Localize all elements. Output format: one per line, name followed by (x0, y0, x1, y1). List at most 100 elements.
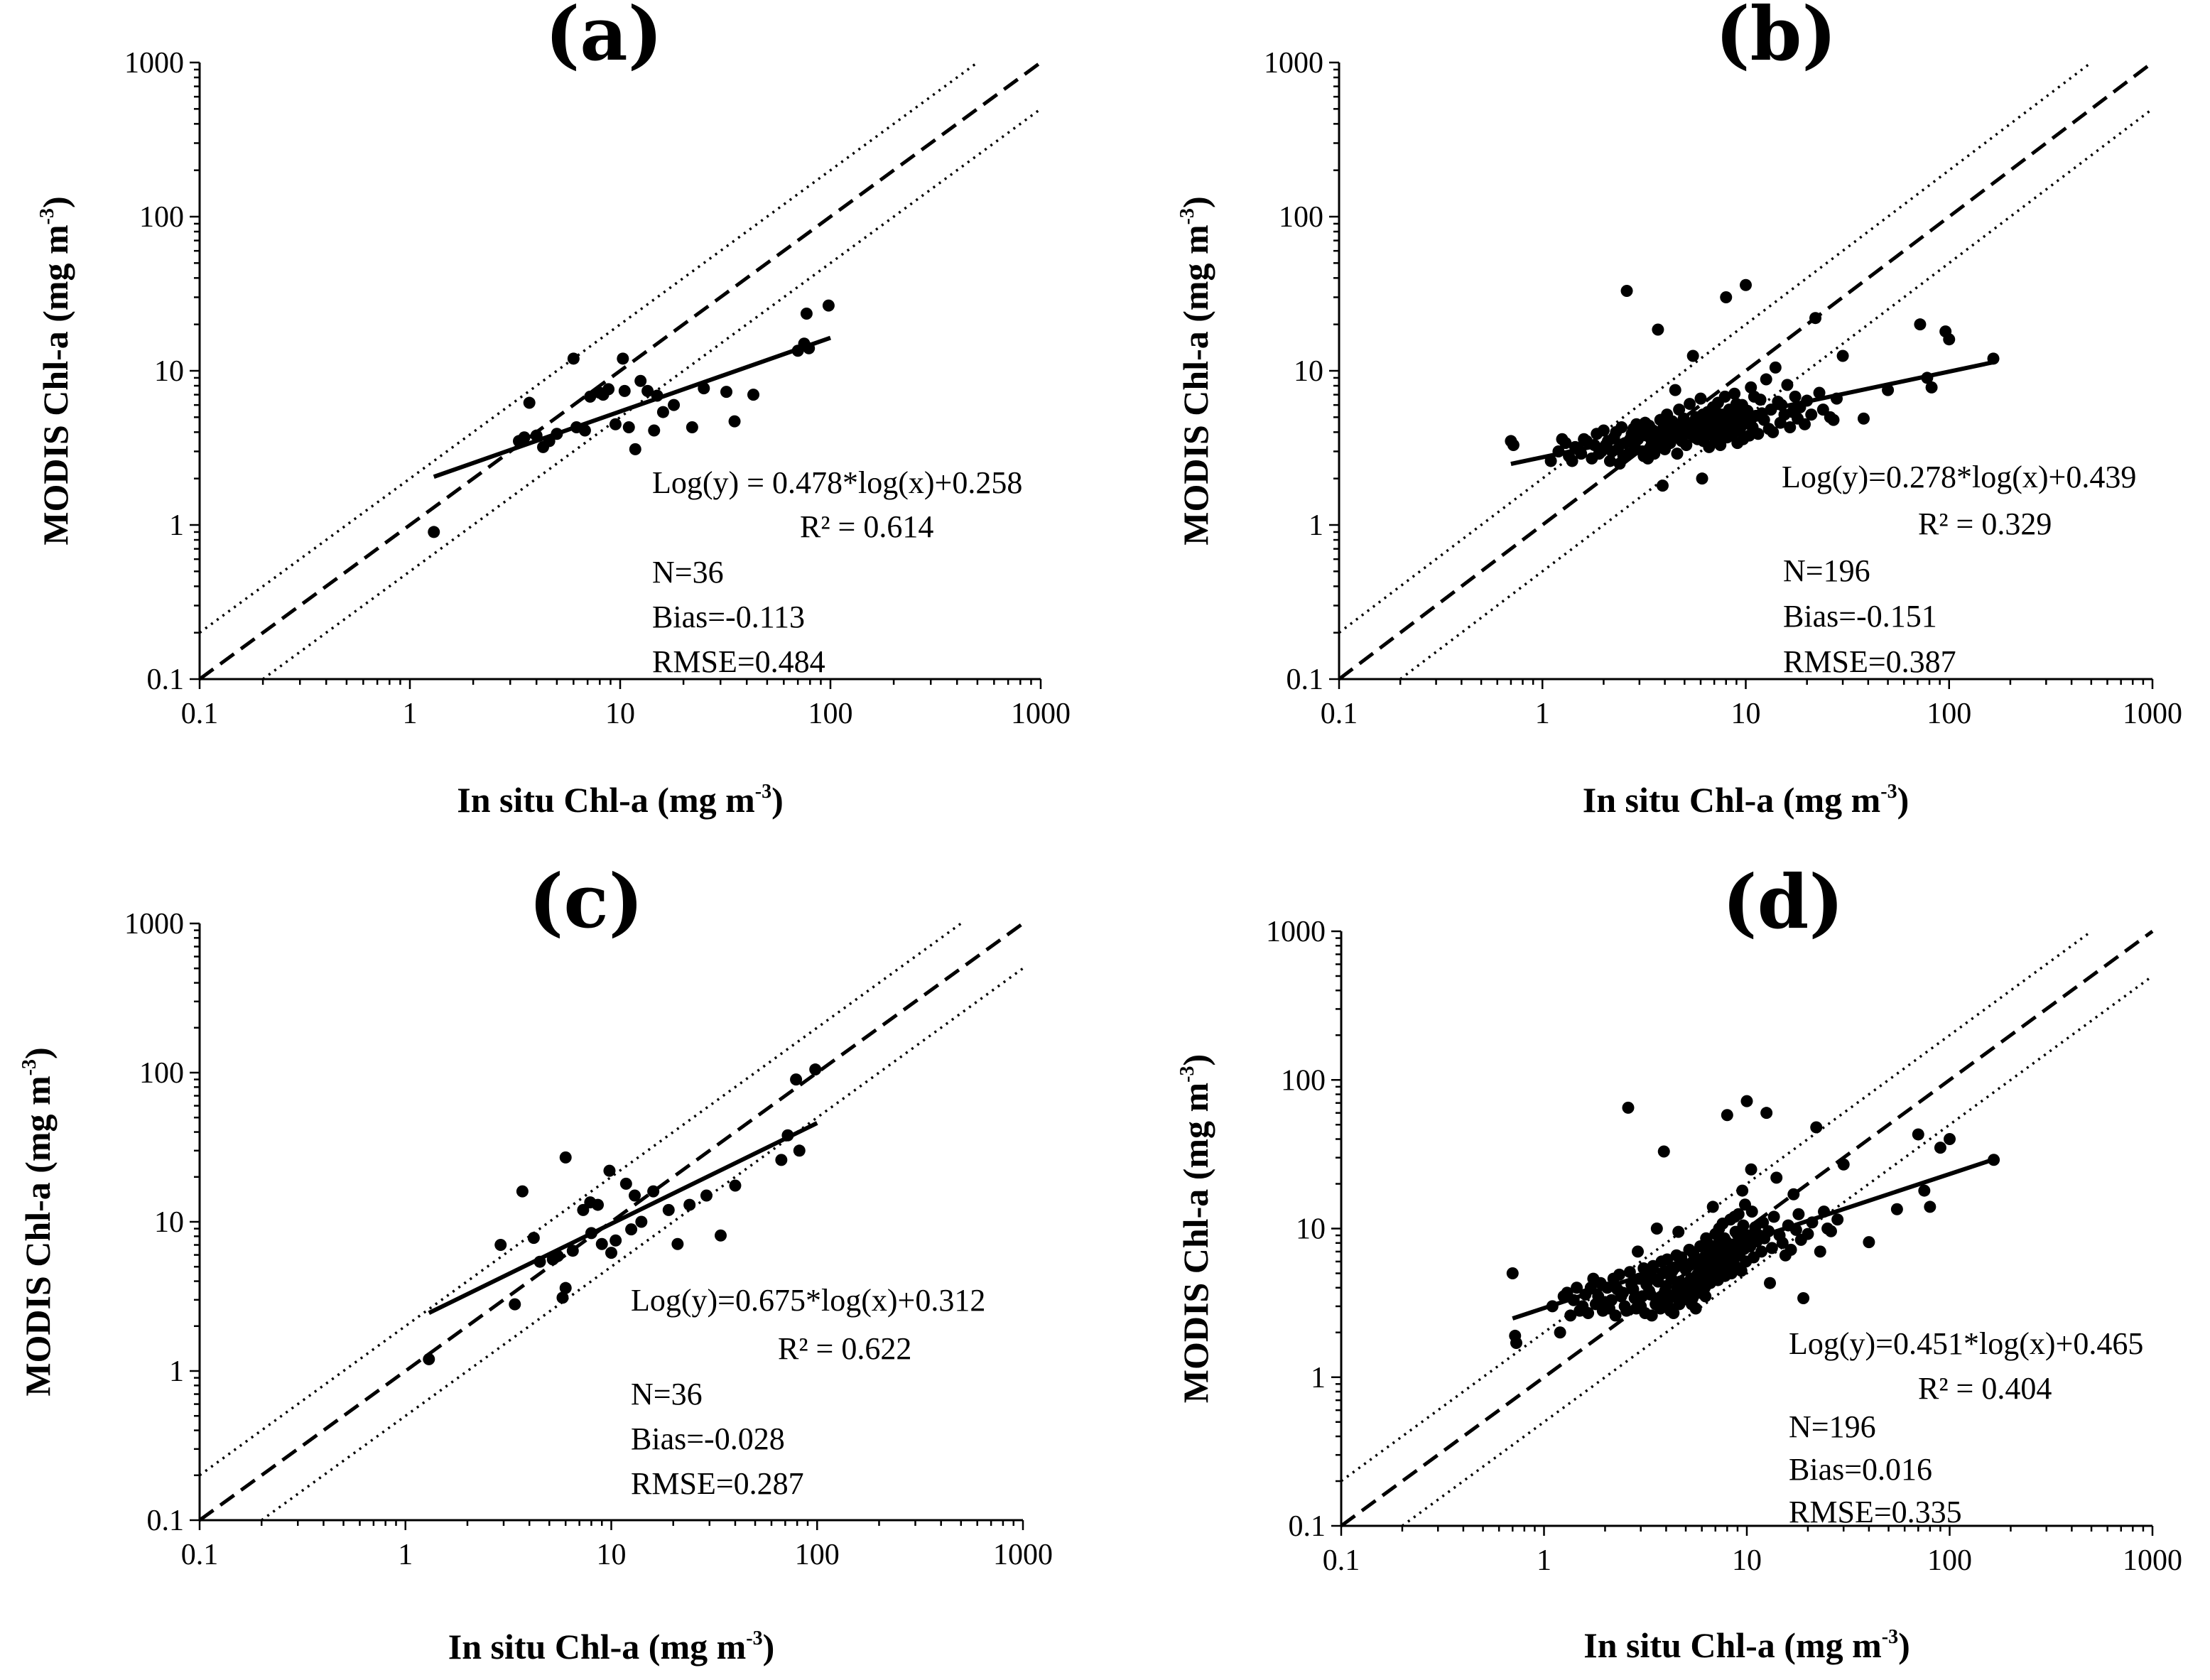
data-point (1599, 438, 1612, 451)
one-to-one-line (198, 921, 1024, 1522)
data-point (1760, 1107, 1773, 1120)
data-point (1563, 450, 1576, 462)
data-point (809, 1063, 822, 1076)
y-tick-label: 1 (1309, 509, 1323, 542)
data-point (1596, 1304, 1609, 1317)
data-point (1669, 1261, 1682, 1274)
data-point (625, 1223, 638, 1236)
x-axis-title-sup: -3 (755, 781, 771, 803)
data-point (1767, 426, 1780, 438)
sample-count: N=36 (652, 555, 724, 590)
x-axis-title: In situ Chl-a (mg m-3) (457, 780, 783, 820)
data-point (1632, 1245, 1645, 1258)
data-point (1605, 1294, 1618, 1306)
data-point (1757, 1216, 1770, 1229)
data-point (551, 1250, 564, 1262)
x-axis-title-sup: -3 (1880, 781, 1897, 803)
panel-a: 0.1 1 10 100 1000 0.1 1 10 100 1000 (a) Log(y) = 0.… (36, 0, 1071, 820)
panel-c: 0.1 1 10 100 1000 0.1 1 10 100 1000 (c) Log(y)=0.67… (18, 857, 1053, 1667)
data-point (1657, 1145, 1670, 1158)
data-point (527, 1232, 540, 1245)
data-point (603, 1164, 616, 1177)
x-tick-label: 100 (808, 698, 853, 730)
x-axis-title: In situ Chl-a (mg m-3) (448, 1627, 774, 1667)
data-point (1781, 379, 1794, 391)
x-tick-label: 10 (597, 1539, 627, 1571)
data-point (686, 421, 698, 434)
data-point (1620, 284, 1633, 297)
y-tick-label: 100 (139, 1057, 184, 1090)
data-point (1921, 372, 1934, 384)
data-point (1716, 1259, 1728, 1272)
data-point (1676, 435, 1689, 448)
data-point (1792, 1208, 1805, 1220)
data-point (700, 1189, 713, 1202)
x-tick-label: 1 (1535, 698, 1550, 730)
y-tick-label: 1000 (1264, 47, 1323, 80)
regression-line (433, 335, 831, 479)
data-point (1863, 1236, 1875, 1249)
data-point (1810, 1121, 1823, 1134)
rmse-value: RMSE=0.387 (1783, 644, 1956, 679)
y-axis-title-end: ) (36, 196, 75, 208)
data-point (1745, 1163, 1757, 1176)
data-point (1682, 1259, 1695, 1272)
bias-value: Bias=-0.151 (1783, 599, 1937, 634)
data-point (662, 1203, 675, 1216)
data-point (1715, 1249, 1728, 1262)
y-tick-label: 0.1 (147, 1505, 185, 1537)
x-tick-label: 1000 (993, 1539, 1053, 1571)
data-point (651, 389, 663, 402)
data-point (1736, 1184, 1749, 1197)
y-axis-title-text: MODIS Chl-a (mg m (18, 1075, 58, 1396)
y-axis-title-sup: -3 (1176, 208, 1198, 224)
data-point (1657, 1267, 1669, 1279)
y-axis-title-end: ) (18, 1047, 58, 1059)
data-point (1762, 1225, 1775, 1237)
lower-bound-line (1401, 975, 2154, 1527)
data-point (585, 1227, 597, 1240)
data-point (1738, 409, 1751, 422)
data-point (781, 1129, 794, 1142)
data-point (1556, 433, 1569, 445)
data-point (543, 435, 556, 448)
x-axis-title-end: ) (1898, 1625, 1910, 1665)
data-point (1709, 1228, 1722, 1240)
data-point (597, 389, 610, 401)
data-point (775, 1154, 788, 1166)
y-tick-label: 100 (139, 201, 184, 234)
data-point (1767, 1210, 1780, 1223)
regression-equation: Log(y) = 0.478*log(x)+0.258 (652, 465, 1022, 500)
data-point (1644, 1288, 1657, 1301)
data-point (1857, 412, 1870, 425)
x-tick-label: 100 (1927, 698, 1971, 730)
data-point (647, 1185, 660, 1198)
data-point (619, 1177, 632, 1190)
x-tick-label: 100 (1927, 1544, 1972, 1577)
regression-equation: Log(y)=0.451*log(x)+0.465 (1789, 1326, 2143, 1361)
data-point (1882, 384, 1895, 396)
data-point (1554, 1326, 1566, 1339)
data-point (1685, 1298, 1698, 1311)
sample-count: N=36 (631, 1377, 703, 1411)
data-point (1720, 291, 1733, 303)
data-point (1696, 472, 1708, 485)
data-point (1571, 1281, 1583, 1294)
data-point (1663, 1292, 1676, 1305)
data-point (577, 1203, 590, 1216)
data-point (1673, 403, 1686, 416)
y-tick-label: 1000 (1266, 916, 1326, 948)
data-point (533, 1255, 546, 1268)
data-point (1665, 1272, 1678, 1285)
data-point (1620, 1304, 1633, 1317)
y-tick-label: 1 (169, 1355, 184, 1388)
data-point (609, 418, 622, 430)
x-tick-label: 1000 (2123, 1544, 2182, 1577)
data-point (1617, 1286, 1630, 1299)
data-point (671, 1237, 684, 1250)
data-point (423, 1353, 435, 1365)
lower-bound-line (262, 107, 1042, 681)
upper-bound-line (1338, 61, 2092, 634)
data-point (1679, 1288, 1691, 1301)
data-point (720, 386, 733, 399)
